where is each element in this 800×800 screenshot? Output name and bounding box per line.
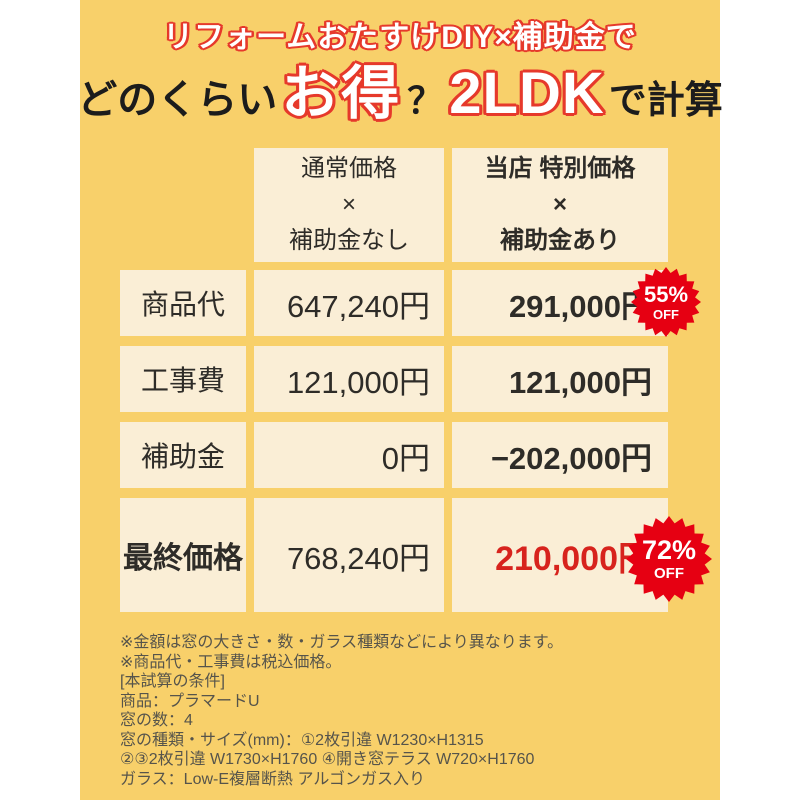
normal-price-construction: 121,000円 [254,346,444,412]
header-line: × [341,191,356,218]
row-label-final-price: 最終価格 [120,498,246,612]
normal-price-final: 768,240円 [254,498,444,612]
title-line1: リフォームおたすけDIY×補助金で [163,21,637,54]
starburst-icon [626,516,712,602]
starburst-icon [631,267,701,337]
badge-percent: 55% [643,281,689,307]
badge-off-label: OFF [653,306,679,322]
badge-off-label: OFF [654,565,684,582]
footnote-line: 窓の種類・サイズ(mm)：①2枚引違 W1230×H1315 [120,731,484,749]
header-line: × [552,191,567,218]
header-line: 補助金なし [289,227,409,254]
footnote-line: ②③2枚引違 W1730×H1760 ④開き窓テラス W720×H1760 [120,751,535,768]
row-label-product-cost: 商品代 [120,270,246,336]
footnote-line: [本試算の条件] [120,673,225,690]
discount-badge-55: 55% OFF [631,267,701,337]
footnote-line: 窓の数：4 [120,712,193,729]
special-price-final: 210,000円 [452,498,668,612]
row-label-subsidy: 補助金 [120,422,246,488]
header-line: 通常価格 [301,155,397,182]
row-label-construction-fee: 工事費 [120,346,246,412]
normal-price-subsidy: 0円 [254,422,444,488]
title-highlight-2ldk: 2LDK [449,61,605,126]
footnote-line: ※金額は窓の大きさ・数・ガラス種類などにより異なります。 [120,634,564,651]
special-price-product: 291,000円 [452,270,668,336]
special-price-subsidy: −202,000円 [452,422,668,488]
footnote-line: ガラス：Low-E複層断熱 アルゴンガス入り [120,770,425,788]
badge-percent: 72% [641,535,697,565]
title-line2: どのくらい お得 ？ 2LDK で計算 [77,46,723,126]
title-highlight-otoku: お得 [281,61,402,126]
column-header-normal-price: 通常価格 × 補助金なし [254,148,444,262]
normal-price-product: 647,240円 [254,270,444,336]
title-prefix: どのくらい [77,78,278,122]
title-question-mark: ？ [407,80,444,121]
footnotes: ※金額は窓の大きさ・数・ガラス種類などにより異なります。 ※商品代・工事費は税込… [120,633,700,789]
footnote-line: ※商品代・工事費は税込価格。 [120,653,342,671]
title-suffix: で計算 [608,80,723,122]
header-line: 補助金あり [500,227,620,254]
header-line: 当店 特別価格 [484,155,636,182]
footnote-line: 商品：プラマードU [120,692,260,710]
special-price-construction: 121,000円 [452,346,668,412]
column-header-special-price: 当店 特別価格 × 補助金あり [452,148,668,262]
discount-badge-72: 72% OFF [626,516,712,602]
